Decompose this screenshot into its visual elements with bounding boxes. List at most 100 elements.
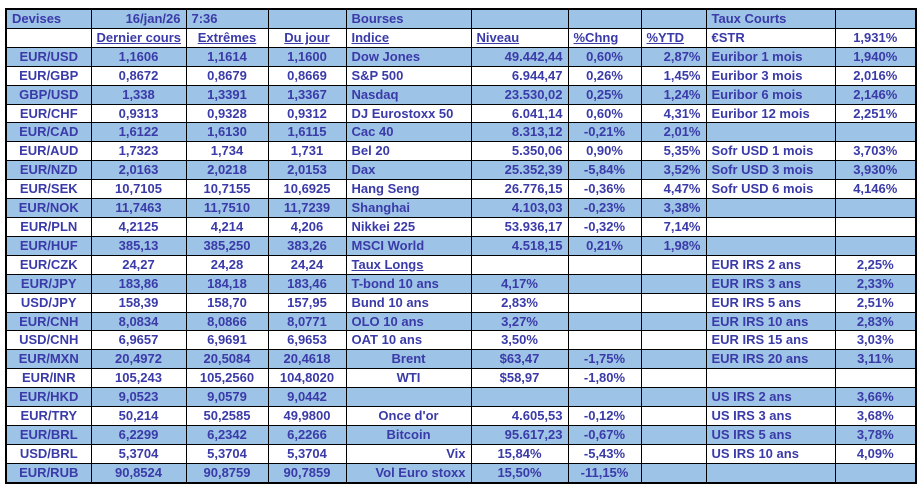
cell: 6,9657	[90, 330, 187, 351]
cell: 90,8759	[185, 462, 269, 484]
cell: Indice	[345, 27, 472, 48]
cell: EUR IRS 3 ans	[705, 273, 836, 294]
cell: Bourses	[345, 8, 472, 29]
cell: 4,2125	[90, 216, 187, 237]
cell	[640, 311, 707, 332]
cell: 10,6925	[267, 179, 347, 200]
cell	[834, 462, 917, 484]
cell: OLO 10 ans	[345, 311, 472, 332]
cell: 7,14%	[640, 216, 707, 237]
cell	[567, 311, 642, 332]
table-row: EUR/USD 1,1606 1,1614 1,1600 Dow Jones 49.442…	[5, 46, 917, 67]
cell: 1,931%	[834, 27, 917, 48]
cell: 3,27%	[470, 311, 569, 332]
cell: EUR/HKD	[5, 387, 92, 408]
cell: 4.518,15	[470, 235, 569, 256]
cell: EUR IRS 2 ans	[705, 254, 836, 275]
cell: 0,21%	[567, 235, 642, 256]
cell: WTI	[345, 368, 472, 389]
cell	[834, 235, 917, 256]
cell: 1,6130	[185, 122, 269, 143]
table-row: EUR/SEK 10,7105 10,7155 10,6925 Hang Seng 26.…	[5, 179, 917, 200]
cell: Dernier cours	[90, 27, 187, 48]
cell: 6,2266	[267, 424, 347, 445]
cell: 0,8669	[267, 65, 347, 86]
cell	[470, 8, 569, 29]
cell: 1,731	[267, 141, 347, 162]
cell	[640, 254, 707, 275]
cell: $58,97	[470, 368, 569, 389]
cell: Euribor 12 mois	[705, 103, 836, 124]
cell: 6,2342	[185, 424, 269, 445]
cell: 1,6122	[90, 122, 187, 143]
cell: 90,7859	[267, 462, 347, 484]
cell: Vol Euro stoxx	[345, 462, 472, 484]
cell: Du jour	[267, 27, 347, 48]
table-row: EUR/TRY 50,214 50,2585 49,9800 Once d'or 4.60…	[5, 406, 917, 426]
cell: 3,11%	[834, 349, 917, 370]
table-row: EUR/AUD 1,7323 1,734 1,731 Bel 20 5.350,06 0,9…	[5, 141, 917, 162]
table-row: EUR/MXN 20,4972 20,5084 20,4618 Brent $63,47-…	[5, 349, 917, 370]
cell: EUR/HUF	[5, 235, 92, 256]
cell: 20,4972	[90, 349, 187, 370]
table-row: EUR/CHF 0,9313 0,9328 0,9312 DJ Eurostoxx 50…	[5, 103, 917, 124]
cell: 8,0771	[267, 311, 347, 332]
cell	[834, 368, 917, 389]
cell: 20,4618	[267, 349, 347, 370]
cell	[834, 198, 917, 218]
cell: DJ Eurostoxx 50	[345, 103, 472, 124]
cell: 1,1614	[185, 46, 269, 67]
cell: US IRS 10 ans	[705, 443, 836, 464]
cell: 6,9691	[185, 330, 269, 351]
cell: Euribor 6 mois	[705, 84, 836, 105]
cell	[267, 8, 347, 29]
cell: 0,8679	[185, 65, 269, 86]
cell: S&P 500	[345, 65, 472, 86]
cell: 8,0834	[90, 311, 187, 332]
cell	[640, 273, 707, 294]
cell: Nasdaq	[345, 84, 472, 105]
table-row: EUR/BRL 6,2299 6,2342 6,2266 Bitcoin 95.617,2…	[5, 424, 917, 445]
cell: 158,39	[90, 292, 187, 313]
cell: 0,9328	[185, 103, 269, 124]
cell	[640, 8, 707, 29]
cell	[640, 330, 707, 351]
cell: Bel 20	[345, 141, 472, 162]
cell: Taux Courts	[705, 8, 836, 29]
cell	[567, 387, 642, 408]
cell	[567, 292, 642, 313]
cell	[345, 387, 472, 408]
cell: EUR/NOK	[5, 198, 92, 218]
cell: EUR/USD	[5, 46, 92, 67]
cell: 4,146%	[834, 179, 917, 200]
cell: 3,50%	[470, 330, 569, 351]
cell: -0,36%	[567, 179, 642, 200]
cell: 2,251%	[834, 103, 917, 124]
cell: 0,9312	[267, 103, 347, 124]
cell: Sofr USD 3 mois	[705, 160, 836, 181]
cell: Dow Jones	[345, 46, 472, 67]
cell: EUR/BRL	[5, 424, 92, 445]
cell: EUR IRS 5 ans	[705, 292, 836, 313]
cell: 50,214	[90, 406, 187, 426]
cell: EUR/CZK	[5, 254, 92, 275]
cell: -0,12%	[567, 406, 642, 426]
cell: -0,23%	[567, 198, 642, 218]
cell: Dax	[345, 160, 472, 181]
cell: 6,9653	[267, 330, 347, 351]
cell: 4,206	[267, 216, 347, 237]
cell: 5,3704	[267, 443, 347, 464]
cell: 183,86	[90, 273, 187, 294]
table-row: EUR/HUF 385,13 385,250 383,26 MSCI World 4.51…	[5, 235, 917, 256]
cell	[640, 424, 707, 445]
cell: 158,70	[185, 292, 269, 313]
cell: -5,84%	[567, 160, 642, 181]
cell: 1,940%	[834, 46, 917, 67]
cell: 16/jan/26	[90, 8, 187, 29]
cell: Bitcoin	[345, 424, 472, 445]
cell: US IRS 2 ans	[705, 387, 836, 408]
cell: Brent	[345, 349, 472, 370]
cell	[640, 387, 707, 408]
cell: 1,338	[90, 84, 187, 105]
